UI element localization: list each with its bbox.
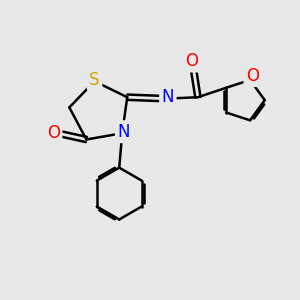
Text: S: S [89,71,100,89]
Text: O: O [47,124,60,142]
Text: N: N [117,123,130,141]
Text: O: O [246,67,259,85]
Text: N: N [162,88,174,106]
Text: O: O [185,52,199,70]
